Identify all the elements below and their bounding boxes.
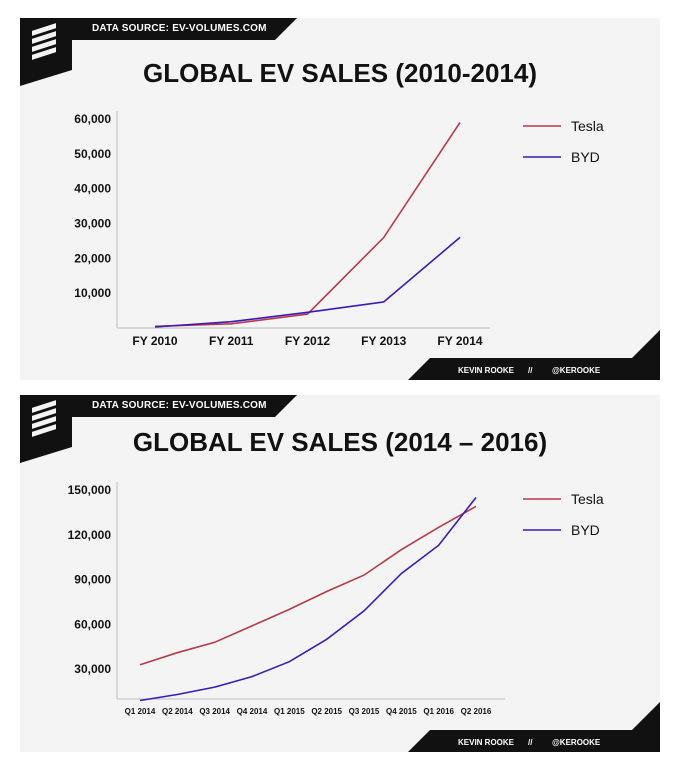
legend-label-tesla: Tesla [571,491,604,507]
logo-icon [20,395,72,463]
source-banner [20,395,297,417]
chart-2-svg: 30,000 60,000 90,000 120,000 150,000 Q1 2014 Q… [68,482,604,716]
legend-label-byd: BYD [571,149,600,165]
x-tick-label: Q1 2016 [423,707,454,716]
series-line-byd [154,236,461,328]
chart-title: GLOBAL EV SALES (2014 – 2016) [132,427,548,457]
chart-panel-2: DATA SOURCE: EV-VOLUMES.COM GLOBAL EV SA… [20,395,660,752]
chart-1-svg: 10,000 20,000 30,000 40,000 50,000 60,000 FY 2… [74,111,604,348]
footer-author: KEVIN ROOKE [458,366,515,375]
footer-handle: @KEROOKE [552,366,601,375]
y-tick-label: 150,000 [68,483,112,497]
x-tick-label: FY 2014 [437,334,482,348]
y-tick-label: 30,000 [74,662,111,676]
y-tick-label: 120,000 [68,528,112,542]
source-banner [20,18,297,40]
x-tick-label: FY 2012 [285,334,330,348]
series-line-byd [139,497,477,702]
footer-author: KEVIN ROOKE [458,738,515,747]
corner-decoration [632,330,660,358]
x-tick-label: Q4 2014 [237,707,268,716]
footer-banner: KEVIN ROOKE // @KEROOKE [408,730,660,752]
y-tick-label: 60,000 [74,112,111,126]
x-tick-label: Q3 2014 [199,707,230,716]
series-line-tesla [139,505,477,666]
corner-decoration [632,702,660,730]
x-tick-label: Q1 2015 [274,707,305,716]
x-tick-label: FY 2013 [361,334,406,348]
y-tick-label: 90,000 [74,573,111,587]
x-tick-label: Q4 2015 [386,707,417,716]
x-tick-label: Q3 2015 [349,707,380,716]
y-tick-label: 30,000 [74,217,111,231]
y-tick-label: 50,000 [74,147,111,161]
series-line-tesla [154,122,461,328]
footer-separator: // [528,366,533,375]
x-tick-label: Q2 2016 [461,707,492,716]
footer-banner: KEVIN ROOKE // @KEROOKE [408,358,660,380]
chart-title: GLOBAL EV SALES (2010-2014) [143,58,537,88]
x-tick-label: FY 2010 [132,334,177,348]
x-tick-label: Q2 2014 [162,707,193,716]
y-tick-label: 20,000 [74,251,111,265]
legend-label-tesla: Tesla [571,118,604,134]
y-tick-label: 60,000 [74,617,111,631]
x-tick-label: FY 2011 [209,334,254,348]
data-source: DATA SOURCE: EV-VOLUMES.COM [92,400,267,411]
logo-icon [20,18,72,86]
x-tick-label: Q2 2015 [311,707,342,716]
footer-separator: // [528,738,533,747]
data-source: DATA SOURCE: EV-VOLUMES.COM [92,23,267,34]
legend-label-byd: BYD [571,522,600,538]
footer-handle: @KEROOKE [552,738,601,747]
chart-panel-1: DATA SOURCE: EV-VOLUMES.COM GLOBAL EV SA… [20,18,660,380]
y-tick-label: 10,000 [74,286,111,300]
x-tick-label: Q1 2014 [125,707,156,716]
y-tick-label: 40,000 [74,182,111,196]
